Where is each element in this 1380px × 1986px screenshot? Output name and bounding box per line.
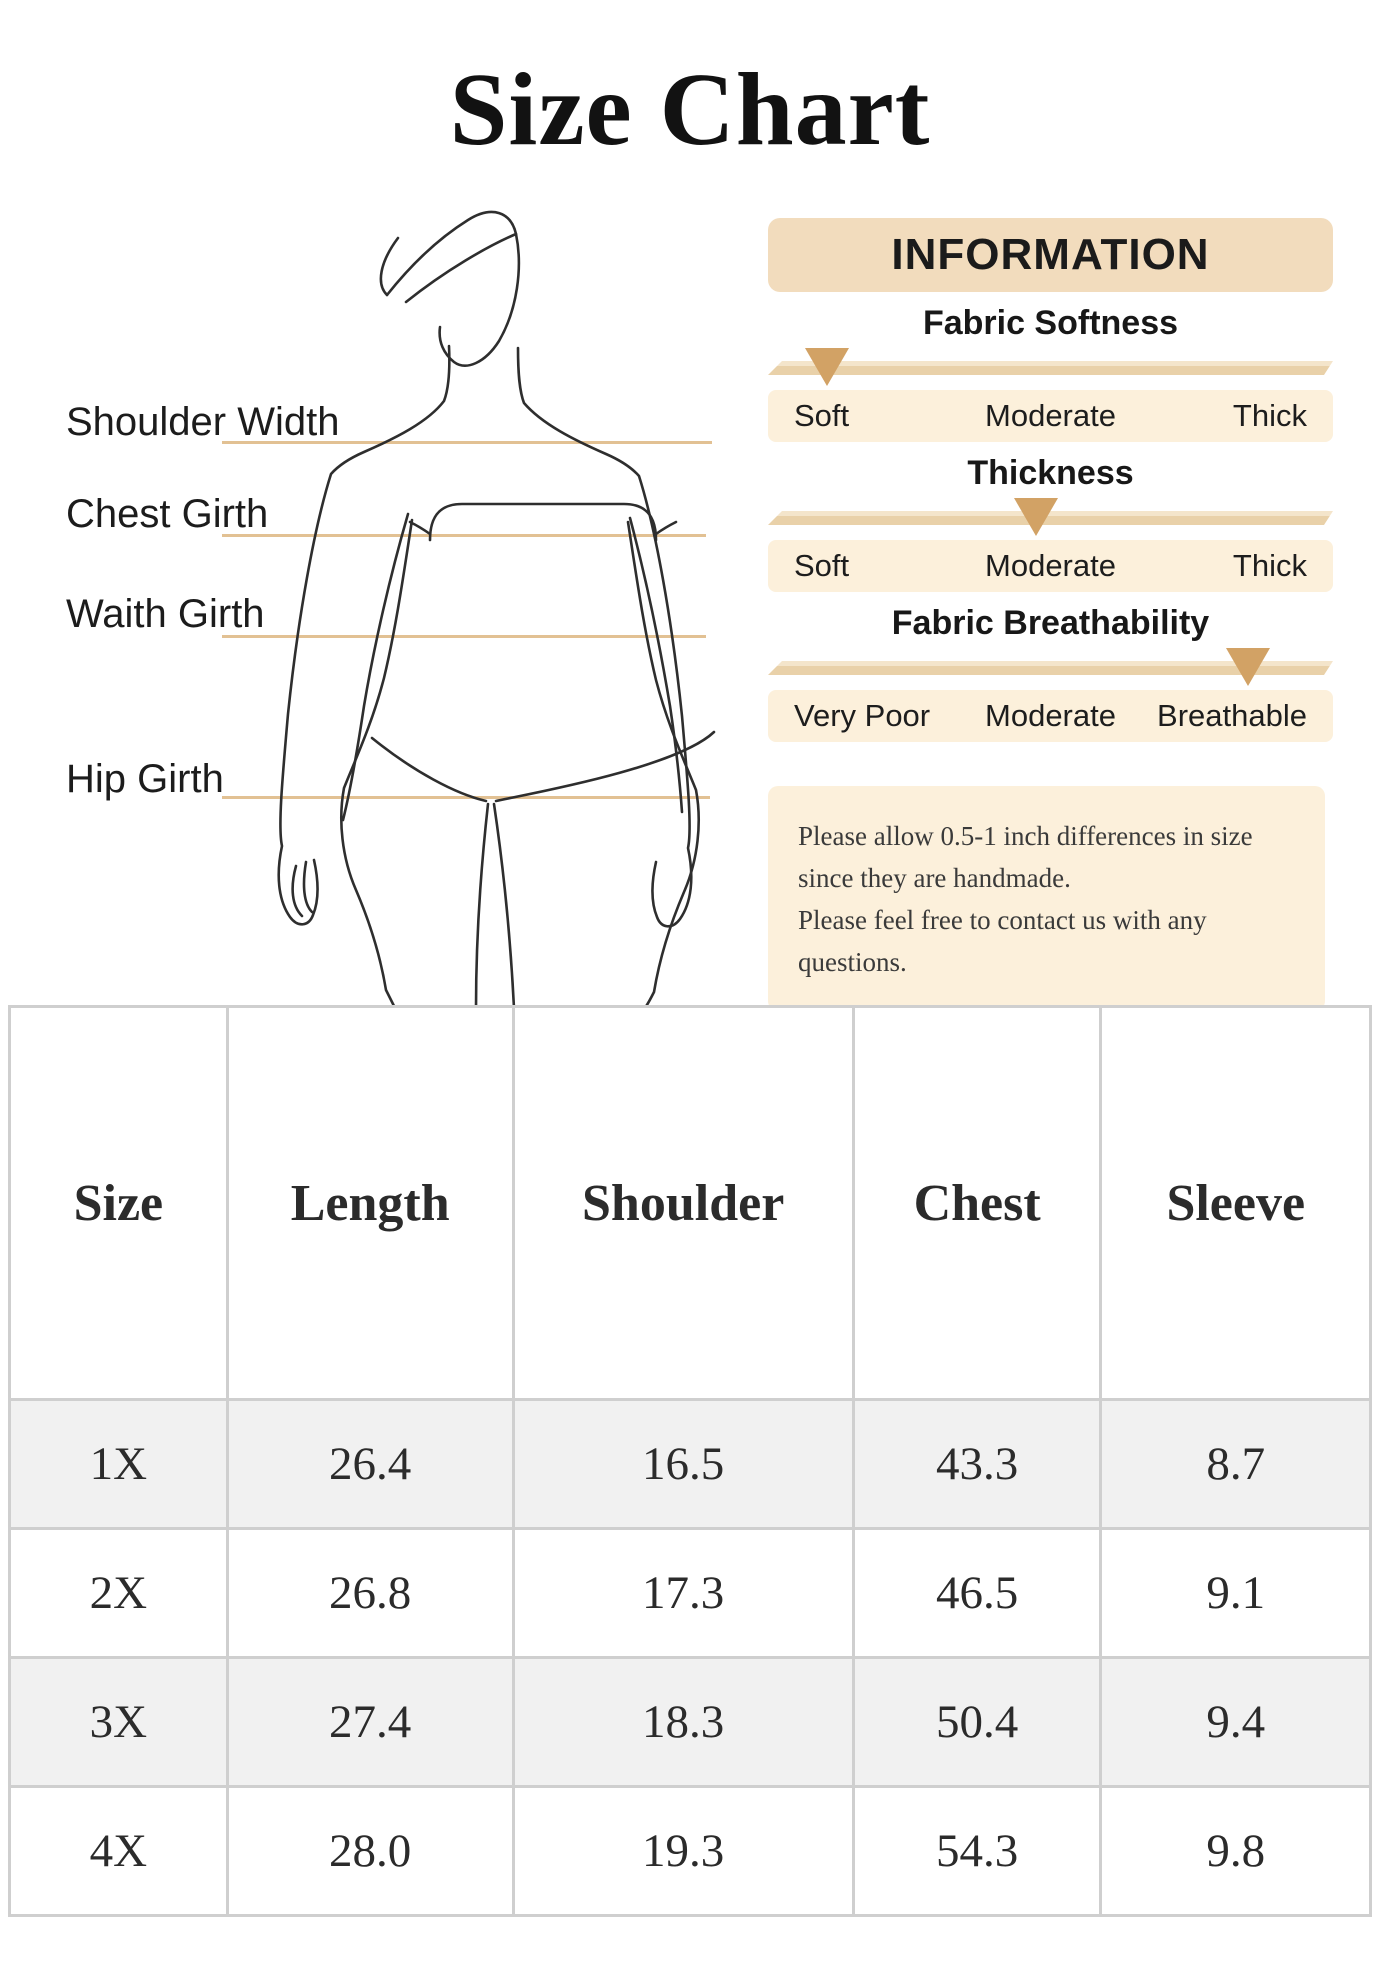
cell-length: 28.0: [225, 1785, 515, 1917]
scale-label-moderate: Moderate: [985, 548, 1116, 583]
scale-title-fabric-breathability: Fabric Breathability: [891, 604, 1210, 642]
scale-label-moderate: Moderate: [985, 698, 1116, 733]
triangle-down-marker-icon: [805, 348, 850, 386]
scale-label-thick: Thick: [1232, 398, 1307, 433]
cell-sleeve: 9.1: [1099, 1527, 1372, 1659]
cell-length: 27.4: [225, 1656, 515, 1788]
cell-chest: 43.3: [851, 1398, 1103, 1530]
scale-title-thickness: Thickness: [967, 454, 1134, 492]
scale-labels-row: Very Poor Moderate Breathable: [768, 690, 1333, 742]
note-line: since they are handmade.: [798, 862, 1071, 893]
scale-fabric-breathability: Fabric Breathability Very Poor Moderate …: [768, 602, 1333, 742]
scale-fabric-softness: Fabric Softness Soft Moderate Thick: [768, 302, 1333, 442]
hip-measure-line: [222, 796, 710, 799]
scale-thickness: Thickness Soft Moderate Thick: [768, 452, 1333, 592]
table-row-1x: 1X 26.4 16.5 43.3 8.7: [8, 1398, 1372, 1530]
cell-sleeve: 8.7: [1099, 1398, 1372, 1530]
scale-bar: [768, 361, 1333, 375]
scale-track: [768, 344, 1333, 390]
header-length: Length: [225, 1005, 515, 1401]
scale-label-soft: Soft: [794, 548, 850, 583]
page-title: Size Chart: [449, 52, 931, 167]
cell-chest: 50.4: [851, 1656, 1103, 1788]
scale-track: [768, 644, 1333, 690]
cell-size: 3X: [8, 1656, 229, 1788]
scale-label-very-poor: Very Poor: [794, 698, 931, 733]
cell-size: 4X: [8, 1785, 229, 1917]
cell-chest: 54.3: [851, 1785, 1103, 1917]
scale-label-moderate: Moderate: [985, 398, 1116, 433]
cell-size: 1X: [8, 1398, 229, 1530]
table-row-4x: 4X 28.0 19.3 54.3 9.8: [8, 1785, 1372, 1917]
cell-size: 2X: [8, 1527, 229, 1659]
label-chest-girth: Chest Girth: [66, 492, 269, 536]
information-header: INFORMATION: [768, 218, 1333, 292]
header-chest: Chest: [851, 1005, 1103, 1401]
scale-label-thick: Thick: [1232, 548, 1307, 583]
waist-measure-line: [222, 635, 706, 638]
table-row-2x: 2X 26.8 17.3 46.5 9.1: [8, 1527, 1372, 1659]
cell-shoulder: 18.3: [511, 1656, 855, 1788]
scale-bar: [768, 661, 1333, 675]
scale-track: [768, 494, 1333, 540]
header-size: Size: [8, 1005, 229, 1401]
handmade-note-box: Please allow 0.5-1 inch differences in s…: [768, 786, 1325, 1012]
information-panel: INFORMATION Fabric Softness Soft Moderat…: [768, 218, 1333, 1012]
cell-chest: 46.5: [851, 1527, 1103, 1659]
size-table: Size Length Shoulder Chest Sleeve 1X 26.…: [8, 1005, 1372, 1917]
label-shoulder-width: Shoulder Width: [66, 400, 340, 444]
scale-title-fabric-softness: Fabric Softness: [922, 304, 1179, 342]
header-sleeve: Sleeve: [1099, 1005, 1372, 1401]
scale-labels-row: Soft Moderate Thick: [768, 540, 1333, 592]
cell-length: 26.8: [225, 1527, 515, 1659]
cell-length: 26.4: [225, 1398, 515, 1530]
header-shoulder: Shoulder: [511, 1005, 855, 1401]
shoulder-measure-line: [222, 441, 712, 444]
body-outline-diagram: [277, 210, 716, 1010]
note-line: Please allow 0.5-1 inch differences in s…: [798, 821, 1253, 851]
scale-labels-row: Soft Moderate Thick: [768, 390, 1333, 442]
label-hip-girth: Hip Girth: [66, 757, 224, 801]
cell-shoulder: 17.3: [511, 1527, 855, 1659]
scale-label-soft: Soft: [794, 398, 850, 433]
triangle-down-marker-icon: [1226, 648, 1271, 686]
note-line: Please feel free to contact us with any …: [798, 904, 1207, 977]
triangle-down-marker-icon: [1014, 498, 1059, 536]
table-header-row: Size Length Shoulder Chest Sleeve: [8, 1005, 1372, 1401]
cell-sleeve: 9.4: [1099, 1656, 1372, 1788]
chest-measure-line: [222, 534, 706, 537]
cell-shoulder: 19.3: [511, 1785, 855, 1917]
table-row-3x: 3X 27.4 18.3 50.4 9.4: [8, 1656, 1372, 1788]
cell-shoulder: 16.5: [511, 1398, 855, 1530]
cell-sleeve: 9.8: [1099, 1785, 1372, 1917]
scale-label-breathable: Breathable: [1157, 698, 1307, 733]
label-waist-girth: Waith Girth: [66, 592, 265, 636]
